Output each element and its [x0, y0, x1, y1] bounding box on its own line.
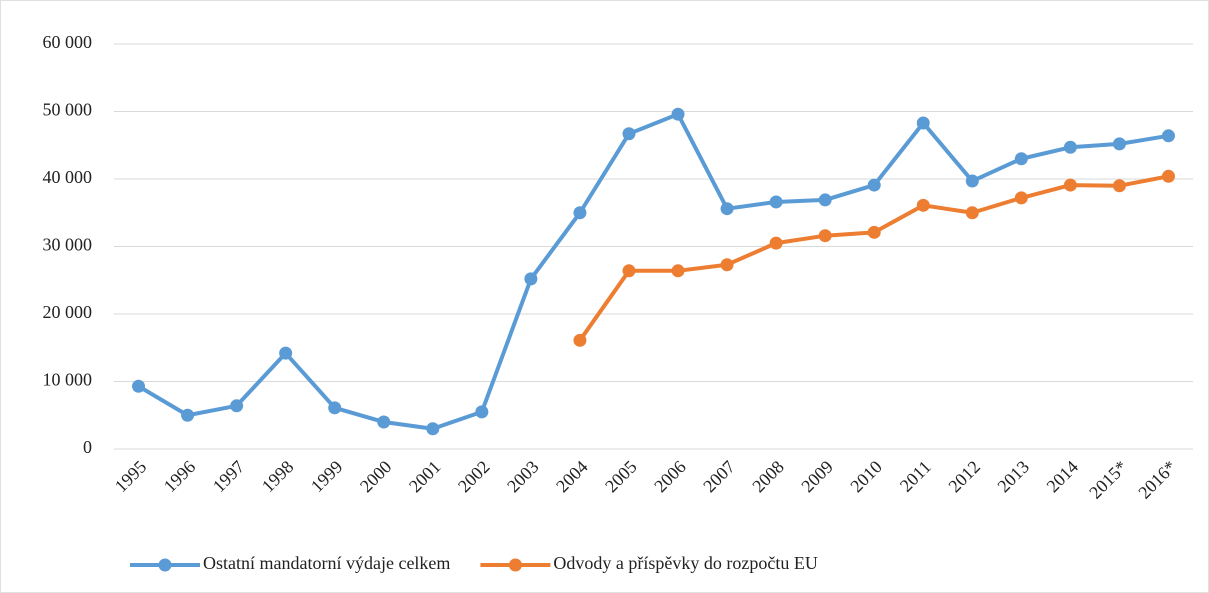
y-tick-label: 20 000: [43, 302, 93, 322]
data-point: [720, 258, 734, 272]
data-point: [1063, 140, 1077, 154]
data-point: [475, 405, 489, 419]
data-point: [1112, 137, 1126, 151]
data-point: [965, 206, 979, 220]
data-point: [622, 264, 636, 278]
data-point: [230, 399, 244, 413]
data-point: [1014, 191, 1028, 205]
data-point: [622, 127, 636, 141]
y-tick-label: 50 000: [43, 100, 93, 120]
data-point: [1014, 152, 1028, 166]
y-tick-label: 40 000: [43, 167, 93, 187]
data-point: [1161, 129, 1175, 143]
data-point: [573, 206, 587, 220]
data-point: [573, 333, 587, 347]
data-point: [377, 415, 391, 429]
data-point: [426, 422, 440, 436]
data-point: [524, 272, 538, 286]
data-point: [671, 107, 685, 121]
data-point: [328, 401, 342, 415]
y-tick-label: 0: [83, 437, 92, 457]
data-point: [965, 174, 979, 188]
data-point: [769, 195, 783, 209]
series-line: [137, 112, 1169, 431]
y-tick-label: 60 000: [43, 32, 93, 52]
data-point: [1063, 178, 1077, 192]
y-tick-label: 10 000: [43, 370, 93, 390]
legend-marker: [508, 558, 522, 572]
data-point: [181, 408, 195, 422]
data-point: [867, 225, 881, 239]
legend-marker: [158, 558, 172, 572]
data-point: [818, 193, 832, 207]
y-tick-label: 30 000: [43, 235, 93, 255]
data-point: [1112, 179, 1126, 193]
data-point: [132, 379, 146, 393]
data-point: [1161, 169, 1175, 183]
data-point: [867, 178, 881, 192]
legend-label: Odvody a příspěvky do rozpočtu EU: [553, 553, 817, 573]
data-point: [916, 198, 930, 212]
legend-label: Ostatní mandatorní výdaje celkem: [203, 553, 450, 573]
data-point: [916, 116, 930, 130]
data-point: [720, 202, 734, 216]
data-point: [818, 229, 832, 243]
data-point: [279, 346, 293, 360]
data-point: [671, 264, 685, 278]
data-point: [769, 236, 783, 250]
